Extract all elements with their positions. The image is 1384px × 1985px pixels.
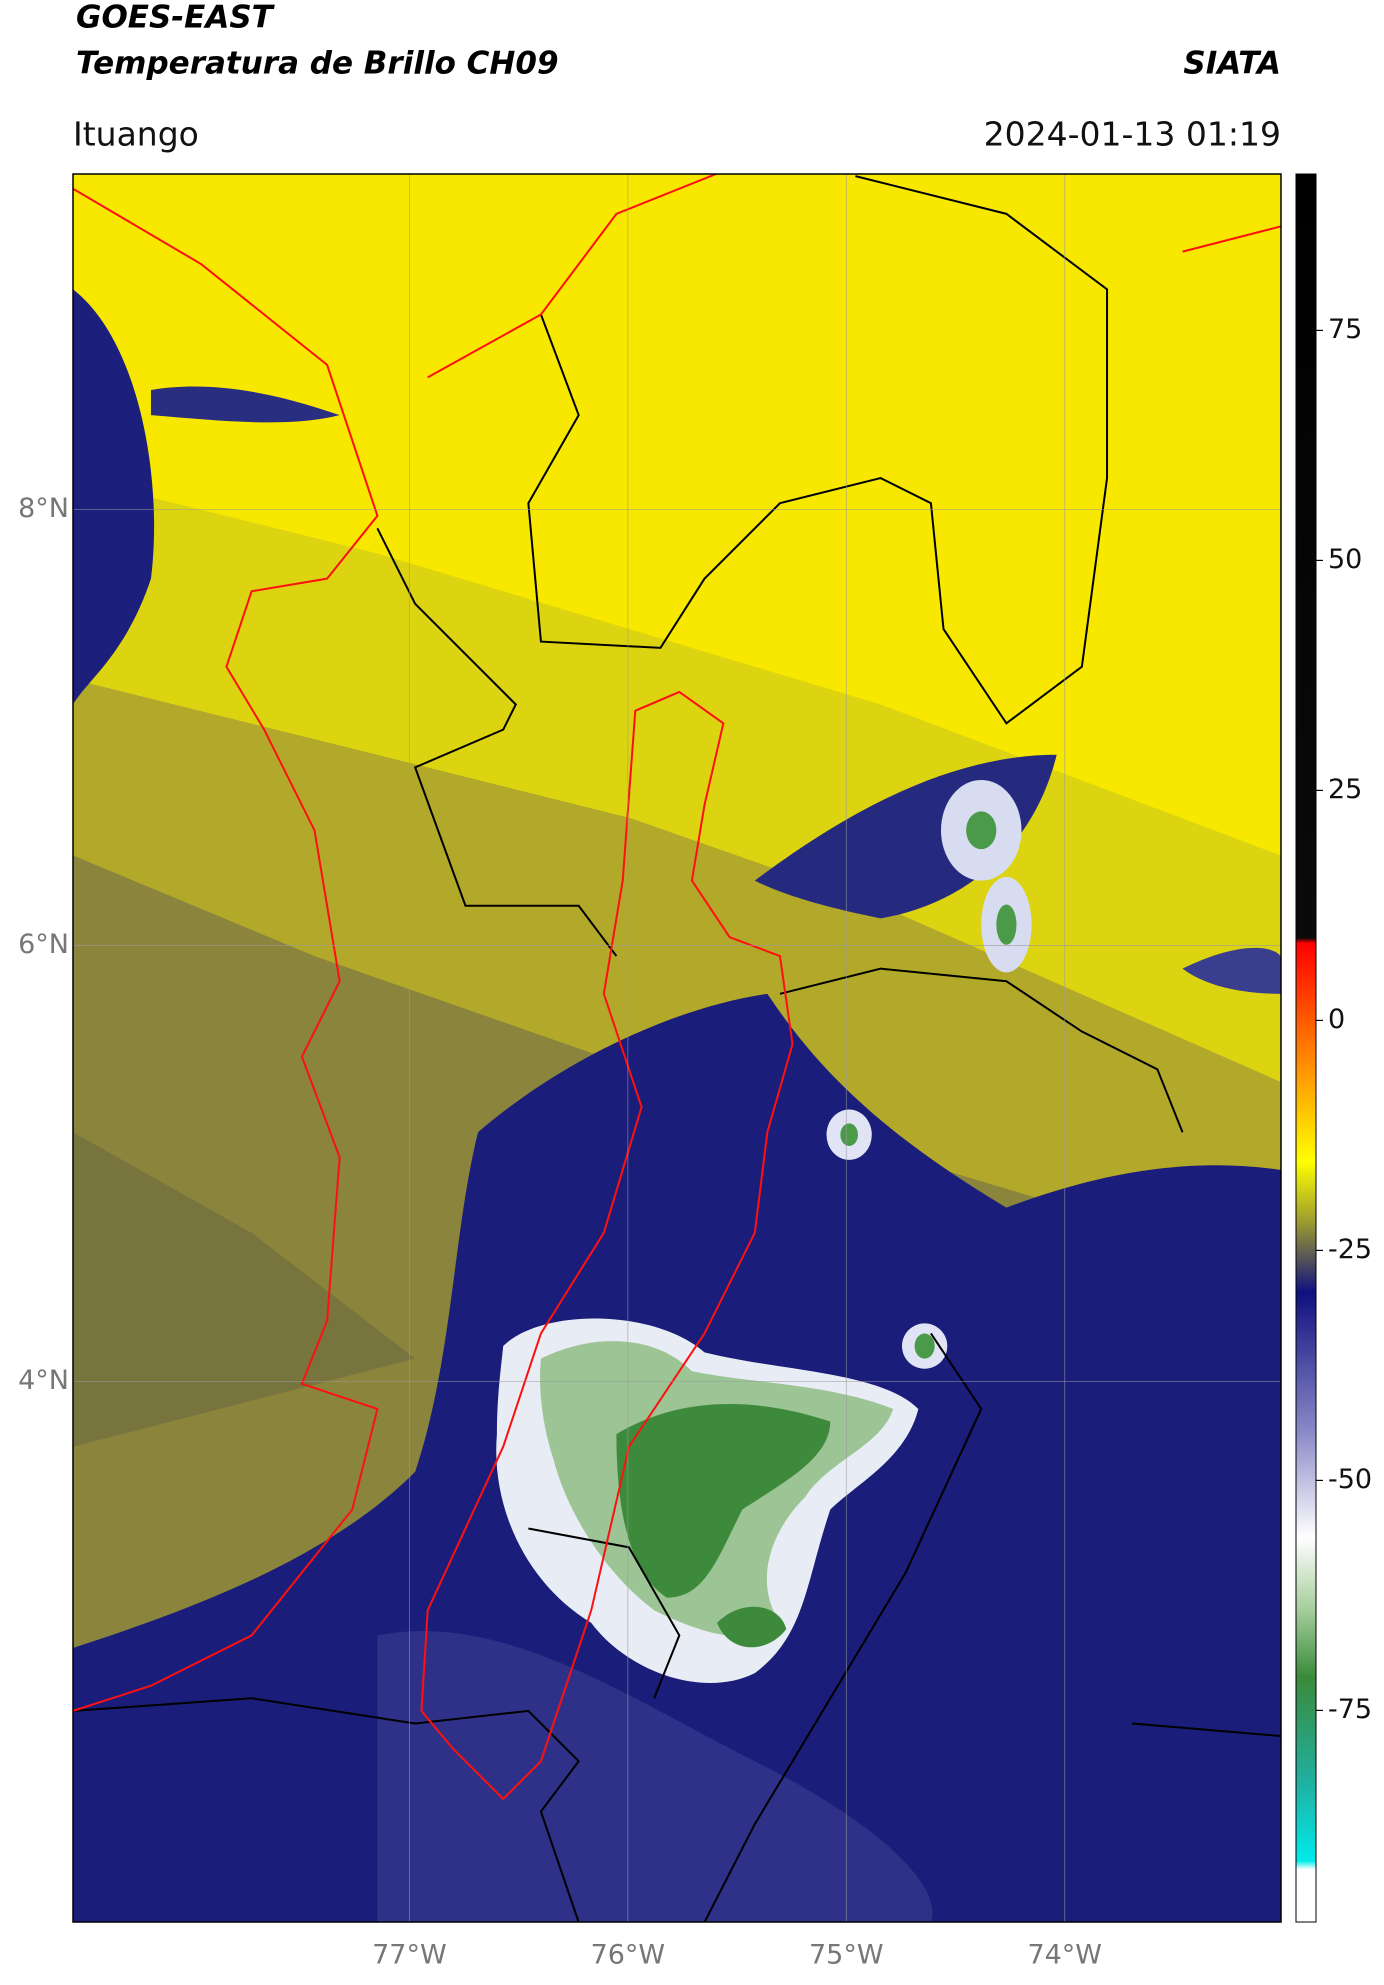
title: GOES-EAST bbox=[76, 0, 276, 36]
map-image bbox=[73, 174, 1281, 1922]
map-frame bbox=[72, 173, 1282, 1923]
x-tick-label: 77°W bbox=[372, 1940, 447, 1971]
x-tick-label: 75°W bbox=[809, 1940, 884, 1971]
colorbar-tick-label: 75 bbox=[1328, 314, 1362, 345]
colorbar-tick-label: -50 bbox=[1328, 1464, 1372, 1495]
colorbar-tick-label: -75 bbox=[1328, 1694, 1372, 1725]
location: Ituango bbox=[73, 115, 199, 154]
colorbar bbox=[1295, 173, 1317, 1923]
colorbar-tick-label: -25 bbox=[1328, 1234, 1372, 1265]
y-tick-label: 8°N bbox=[18, 493, 69, 524]
colorbar-tick-label: 0 bbox=[1328, 1004, 1345, 1035]
source: SIATA bbox=[1183, 46, 1281, 82]
colorbar-tick-label: 25 bbox=[1328, 774, 1362, 805]
subtitle: Temperatura de Brillo CH09 bbox=[76, 46, 559, 82]
y-tick-label: 4°N bbox=[18, 1365, 69, 1396]
colorbar-tick-label: 50 bbox=[1328, 544, 1362, 575]
x-tick-label: 76°W bbox=[591, 1940, 666, 1971]
datetime: 2024-01-13 01:19 bbox=[984, 115, 1281, 154]
x-tick-label: 74°W bbox=[1027, 1940, 1102, 1971]
y-tick-label: 6°N bbox=[18, 929, 69, 960]
